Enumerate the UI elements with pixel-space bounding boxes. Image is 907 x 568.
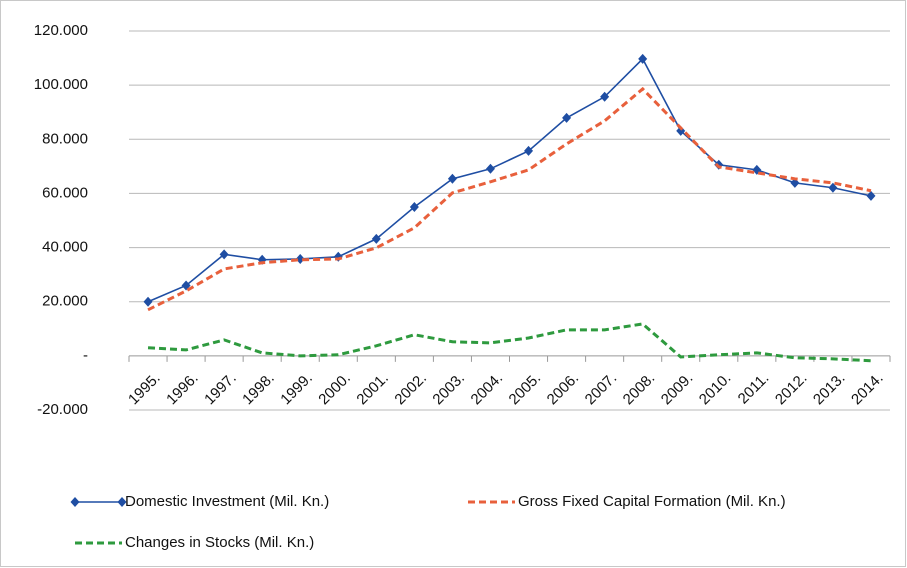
legend-item: Gross Fixed Capital Formation (Mil. Kn.) bbox=[468, 493, 786, 510]
y-tick-label: 60.000 bbox=[42, 184, 88, 201]
y-tick-label: -20.000 bbox=[37, 401, 88, 418]
y-tick-label: 100.000 bbox=[34, 76, 88, 93]
y-tick-label: 80.000 bbox=[42, 130, 88, 147]
data-point bbox=[828, 182, 838, 193]
data-point bbox=[562, 112, 572, 123]
legend-marker bbox=[117, 497, 127, 507]
data-point bbox=[371, 233, 381, 244]
y-tick-label: 40.000 bbox=[42, 239, 88, 256]
series-line bbox=[147, 57, 872, 303]
data-point bbox=[485, 163, 495, 174]
data-point bbox=[143, 296, 153, 307]
legend-item: Domestic Investment (Mil. Kn.) bbox=[70, 493, 329, 510]
y-tick-label: 20.000 bbox=[42, 293, 88, 310]
series-line bbox=[147, 322, 872, 363]
data-point bbox=[638, 53, 648, 64]
data-point bbox=[219, 249, 229, 260]
legend-label: Domestic Investment (Mil. Kn.) bbox=[125, 493, 329, 510]
legend-marker bbox=[70, 497, 80, 507]
data-point bbox=[524, 145, 534, 156]
legend-label: Changes in Stocks (Mil. Kn.) bbox=[125, 534, 314, 551]
y-tick-label: - bbox=[83, 347, 88, 364]
data-point bbox=[447, 173, 457, 184]
data-point bbox=[866, 190, 876, 201]
legend-label: Gross Fixed Capital Formation (Mil. Kn.) bbox=[518, 493, 786, 510]
series-line bbox=[147, 86, 872, 312]
data-point bbox=[600, 91, 610, 102]
data-point bbox=[295, 253, 305, 264]
data-point bbox=[409, 201, 419, 212]
y-tick-label: 120.000 bbox=[34, 22, 88, 39]
legend-item: Changes in Stocks (Mil. Kn.) bbox=[75, 534, 314, 551]
